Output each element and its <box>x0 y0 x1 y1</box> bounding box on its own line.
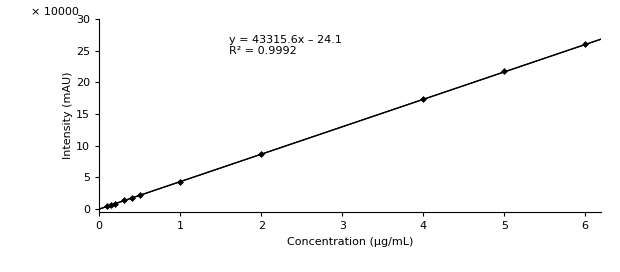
Text: y = 43315.6x – 24.1
R² = 0.9992: y = 43315.6x – 24.1 R² = 0.9992 <box>229 35 342 57</box>
Y-axis label: Intensity (mAU): Intensity (mAU) <box>63 72 73 159</box>
X-axis label: Concentration (μg/mL): Concentration (μg/mL) <box>287 237 414 247</box>
Text: × 10000: × 10000 <box>32 7 79 17</box>
